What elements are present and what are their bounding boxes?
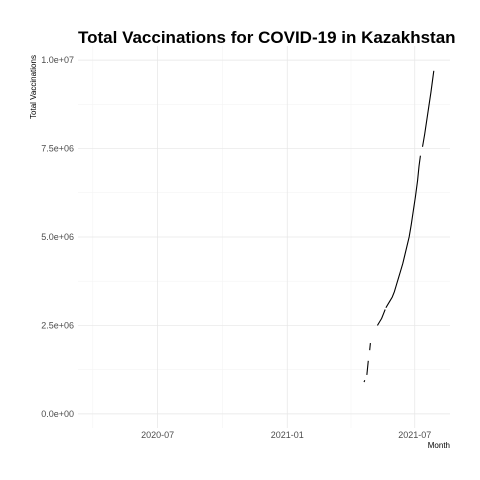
- x-axis-ticks: 2020-07 2021-01 2021-07: [141, 430, 431, 440]
- series-line-segment: [367, 361, 368, 375]
- x-tick-label: 2021-01: [271, 430, 304, 440]
- series-line-segment: [370, 343, 371, 350]
- y-tick-label: 1.0e+07: [41, 55, 74, 65]
- series-line-group: [364, 71, 434, 382]
- x-axis-label: Month: [428, 441, 450, 450]
- y-tick-label: 2.5e+06: [41, 320, 74, 330]
- y-tick-label: 5.0e+06: [41, 232, 74, 242]
- series-line-segment: [386, 156, 421, 308]
- x-tick-label: 2020-07: [141, 430, 174, 440]
- y-axis-label: Total Vaccinations: [29, 55, 38, 119]
- chart-title: Total Vaccinations for COVID-19 in Kazak…: [78, 28, 456, 47]
- y-axis-ticks: 0.0e+00 2.5e+06 5.0e+06 7.5e+06 1.0e+07: [41, 55, 74, 419]
- y-tick-label: 7.5e+06: [41, 144, 74, 154]
- x-tick-label: 2021-07: [398, 430, 431, 440]
- plot-grid: [78, 46, 450, 428]
- series-line-segment: [423, 71, 434, 147]
- series-line-segment: [364, 380, 365, 382]
- y-tick-label: 0.0e+00: [41, 409, 74, 419]
- series-line-segment: [377, 310, 385, 326]
